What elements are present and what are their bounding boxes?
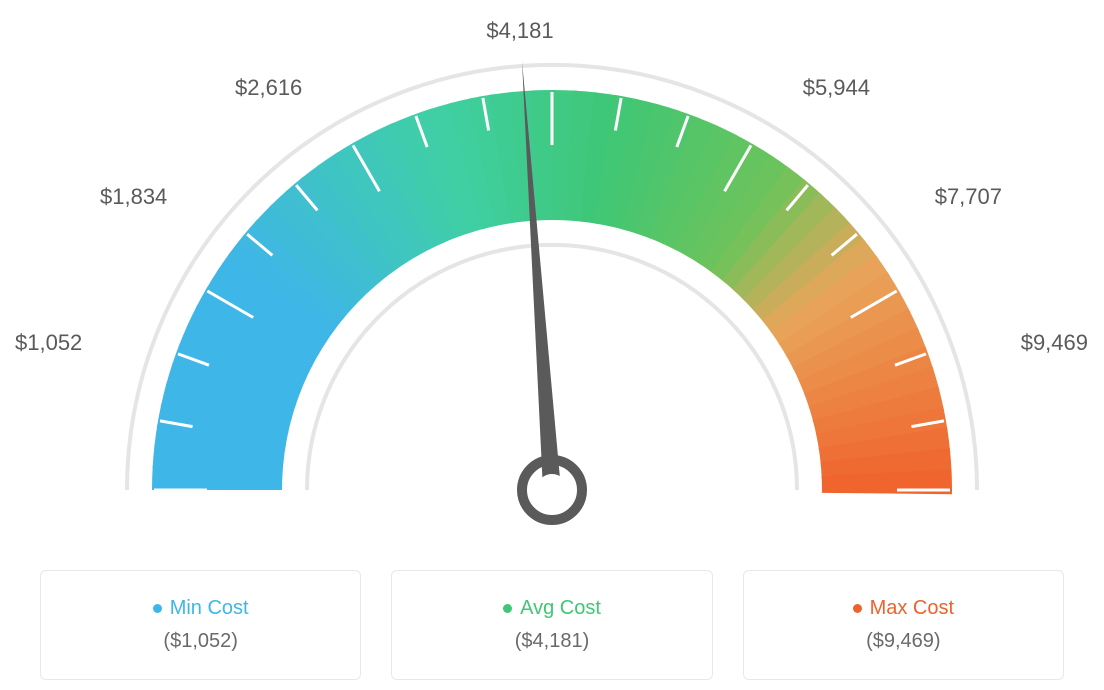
legend-row: Min Cost ($1,052) Avg Cost ($4,181) Max … xyxy=(0,570,1104,690)
gauge-tick-label: $2,616 xyxy=(235,75,302,101)
gauge-area: $1,052 $1,834 $2,616 $4,181 $5,944 $7,707 $9,4… xyxy=(0,0,1104,560)
legend-min-top: Min Cost xyxy=(153,597,249,620)
legend-avg-value: ($4,181) xyxy=(515,630,590,653)
gauge-tick-label: $5,944 xyxy=(803,75,870,101)
legend-max-dot xyxy=(853,604,862,613)
gauge-tick-label: $4,181 xyxy=(486,18,553,44)
legend-min-label: Min Cost xyxy=(170,597,249,620)
legend-min-dot xyxy=(153,604,162,613)
gauge-tick-label: $1,834 xyxy=(100,184,167,210)
legend-card-min: Min Cost ($1,052) xyxy=(40,570,361,680)
legend-max-top: Max Cost xyxy=(853,597,954,620)
legend-max-value: ($9,469) xyxy=(866,630,941,653)
cost-gauge-container: { "gauge": { "type": "gauge", "min_value… xyxy=(0,0,1104,690)
gauge-tick-label: $9,469 xyxy=(1021,330,1088,356)
gauge-tick-label: $7,707 xyxy=(935,184,1002,210)
legend-avg-dot xyxy=(503,604,512,613)
legend-avg-top: Avg Cost xyxy=(503,597,601,620)
gauge-tick-label: $1,052 xyxy=(15,330,82,356)
legend-card-avg: Avg Cost ($4,181) xyxy=(391,570,712,680)
legend-card-max: Max Cost ($9,469) xyxy=(743,570,1064,680)
gauge-svg xyxy=(0,0,1104,560)
legend-avg-label: Avg Cost xyxy=(520,597,601,620)
legend-max-label: Max Cost xyxy=(870,597,954,620)
legend-min-value: ($1,052) xyxy=(163,630,238,653)
